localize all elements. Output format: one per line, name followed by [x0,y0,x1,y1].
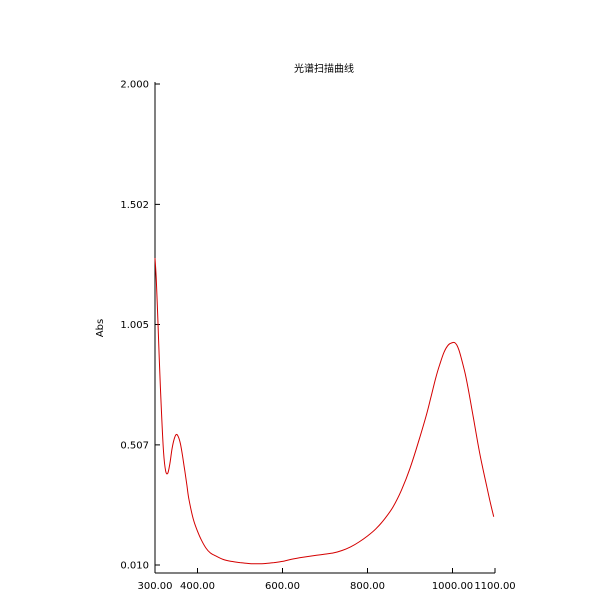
y-tick-label: 0.010 [120,561,149,572]
x-tick-label: 800.00 [350,581,385,592]
x-tick-label: 600.00 [265,581,300,592]
x-tick-label: 300.00 [138,581,173,592]
x-tick-label: 1100.00 [474,581,515,592]
x-ticks: 300.00 400.00 600.00 800.00 1000.00 1100.00 [138,568,516,592]
chart-title: 光谱扫描曲线 [294,62,354,75]
y-ticks: 0.010 0.507 1.005 1.502 2.000 [120,80,160,572]
y-axis-title: Abs [95,319,106,337]
x-tick-label: 400.00 [180,581,215,592]
x-tick-label: 1000.00 [432,581,473,592]
y-tick-label: 1.502 [120,200,149,211]
absorbance-curve [154,257,495,565]
y-tick-label: 1.005 [120,320,149,331]
y-tick-label: 0.507 [120,440,149,451]
y-tick-label: 2.000 [120,80,149,91]
